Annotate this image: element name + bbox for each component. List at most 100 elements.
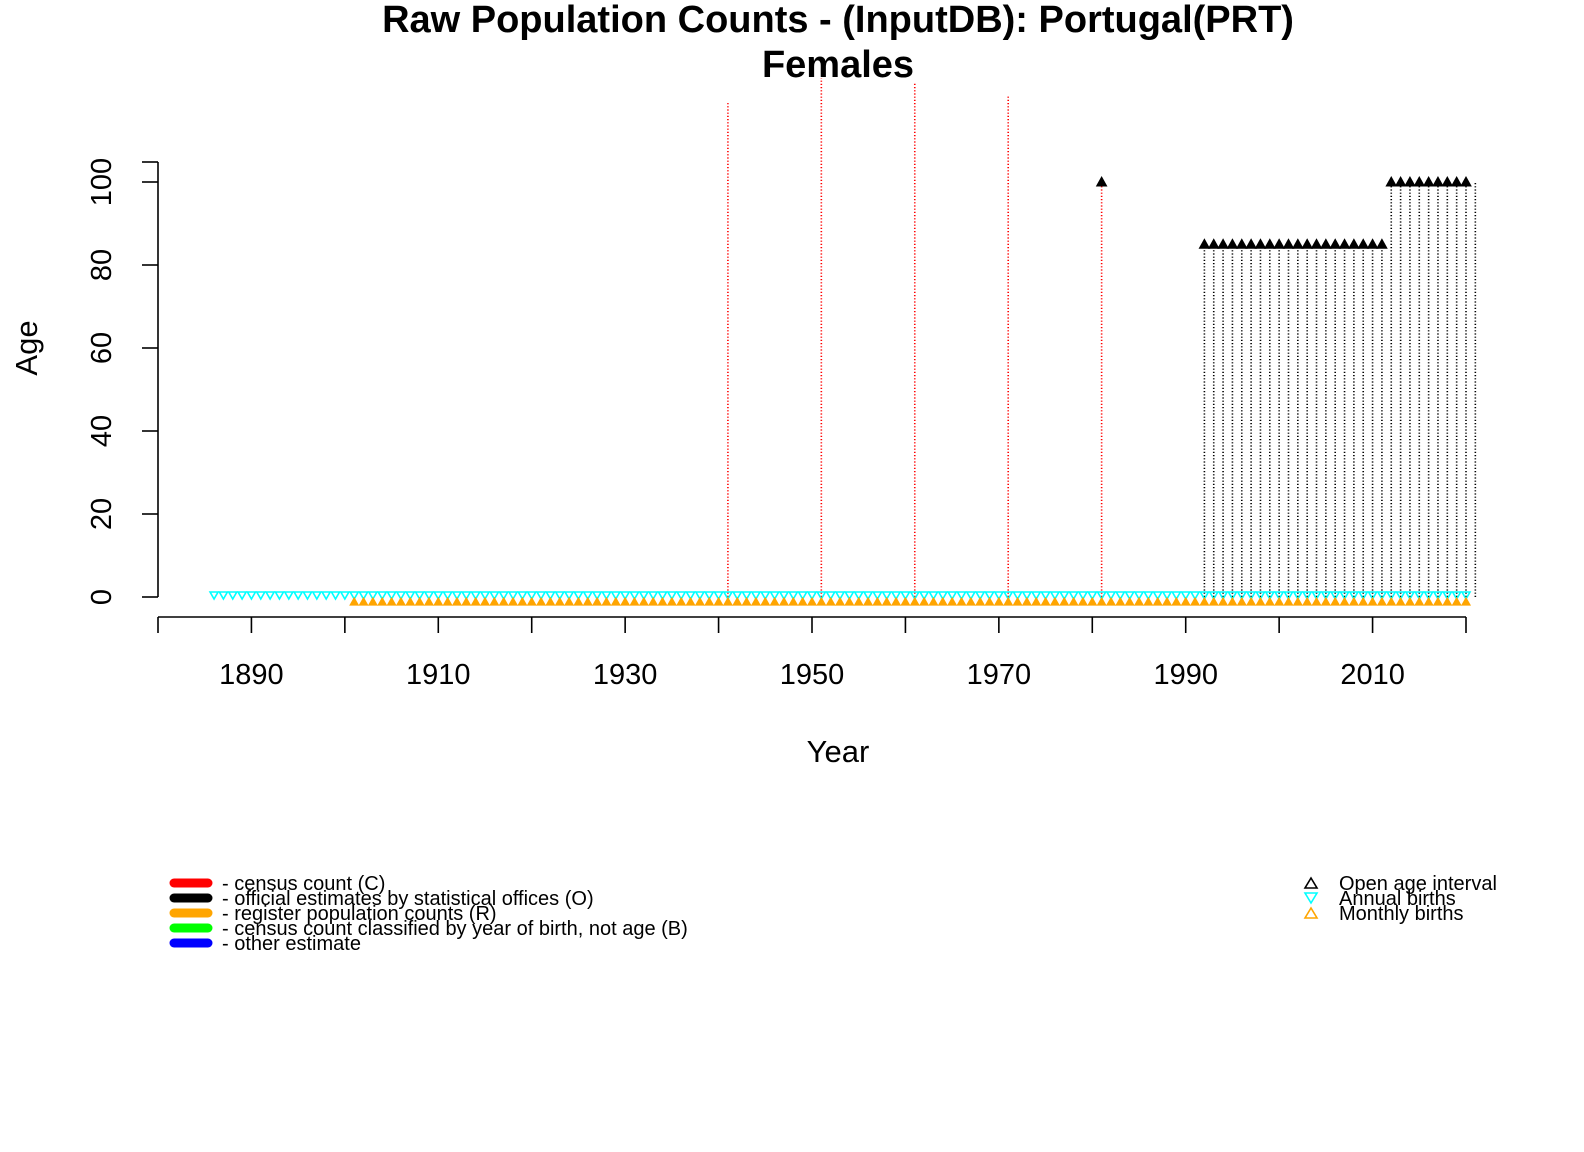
- annual-birth-point-1955: [853, 591, 865, 601]
- annual-birth-point-2010: [1367, 591, 1378, 601]
- monthly-birth-point-2017: [1432, 596, 1444, 606]
- annual-birth-point-1900: [339, 591, 351, 601]
- annual-birth-point-1960: [900, 591, 911, 601]
- annual-birth-point-1925: [573, 591, 584, 601]
- annual-birth-point-1897: [311, 591, 323, 601]
- annual-birth-point-1984: [1124, 591, 1136, 601]
- monthly-birth-point-1912: [451, 596, 463, 606]
- monthly-birth-point-2003: [1302, 596, 1313, 606]
- x-tick-label-1990: 1990: [1153, 659, 1218, 691]
- annual-birth-point-1985: [1133, 591, 1145, 601]
- monthly-birth-point-1989: [1171, 596, 1182, 606]
- monthly-birth-point-1942: [732, 596, 743, 606]
- monthly-birth-point-1970: [993, 596, 1004, 606]
- annual-birth-point-1934: [657, 591, 668, 601]
- monthly-birth-point-1944: [750, 596, 761, 606]
- open-age-point-1992: [1198, 238, 1211, 249]
- annual-birth-point-1983: [1114, 591, 1126, 601]
- legend-right-symbol-0: [1303, 876, 1319, 889]
- monthly-birth-point-1985: [1133, 596, 1145, 606]
- annual-birth-point-1956: [862, 591, 874, 601]
- open-age-point-1997: [1245, 238, 1257, 249]
- open-age-point-2015: [1413, 175, 1426, 187]
- open-age-point-2019: [1450, 175, 1463, 187]
- annual-birth-point-2001: [1283, 591, 1294, 601]
- monthly-birth-point-1946: [769, 596, 780, 606]
- monthly-birth-point-1927: [592, 596, 603, 606]
- monthly-birth-point-1957: [872, 596, 883, 606]
- open-age-point-2017: [1432, 175, 1444, 187]
- x-tick-label-1970: 1970: [967, 659, 1032, 691]
- annual-birth-point-2005: [1320, 591, 1332, 601]
- annual-birth-point-1952: [825, 591, 837, 601]
- annual-birth-point-1899: [330, 591, 341, 601]
- open-age-point-2020: [1460, 175, 1472, 187]
- annual-birth-point-1990: [1180, 591, 1192, 601]
- annual-birth-point-1891: [255, 591, 267, 601]
- monthly-birth-point-1907: [405, 596, 416, 606]
- annual-birth-point-1898: [320, 591, 332, 601]
- annual-birth-point-1913: [460, 591, 472, 601]
- annual-birth-point-1936: [675, 591, 687, 601]
- monthly-birth-point-1991: [1190, 596, 1201, 606]
- annual-birth-point-1948: [787, 591, 799, 601]
- monthly-birth-point-2018: [1442, 596, 1453, 606]
- y-tick-label-40: 40: [86, 415, 118, 447]
- legend-left-label-2: - register population counts (R): [222, 903, 497, 925]
- monthly-birth-point-1925: [573, 596, 584, 606]
- annual-birth-point-1958: [881, 591, 893, 601]
- plot-area: [208, 78, 1477, 606]
- y-tick-label-80: 80: [86, 249, 118, 281]
- monthly-birth-point-1940: [713, 596, 724, 606]
- monthly-birth-point-2011: [1376, 596, 1387, 606]
- monthly-birth-point-1992: [1199, 596, 1210, 606]
- x-axis-label: Year: [807, 734, 870, 769]
- monthly-birth-point-1931: [629, 596, 640, 606]
- annual-birth-point-2007: [1339, 591, 1350, 601]
- monthly-birth-point-1932: [638, 596, 649, 606]
- monthly-birth-point-2005: [1320, 596, 1331, 606]
- annual-birth-point-1922: [545, 591, 556, 601]
- monthly-birth-point-1902: [358, 596, 369, 606]
- monthly-birth-point-1922: [545, 596, 556, 606]
- monthly-birth-point-1978: [1068, 596, 1079, 606]
- annual-birth-point-1979: [1077, 591, 1089, 601]
- annual-birth-point-1918: [507, 591, 519, 601]
- monthly-birth-point-1951: [816, 596, 827, 606]
- annual-birth-point-2000: [1273, 591, 1285, 601]
- annual-birth-point-1930: [619, 591, 631, 601]
- annual-birth-point-1888: [227, 591, 239, 601]
- monthly-birth-point-1904: [377, 596, 388, 606]
- monthly-birth-point-1966: [956, 596, 967, 606]
- monthly-birth-point-1953: [834, 596, 846, 606]
- open-age-point-2003: [1301, 238, 1314, 249]
- monthly-birth-point-1984: [1124, 596, 1135, 606]
- chart-subtitle: Females: [762, 44, 914, 86]
- monthly-birth-point-2009: [1358, 596, 1369, 606]
- monthly-birth-point-1994: [1218, 596, 1229, 606]
- monthly-birth-point-1926: [582, 596, 593, 606]
- annual-birth-point-1910: [432, 591, 444, 601]
- annual-birth-point-1962: [918, 591, 930, 601]
- legend-left-label-4: - other estimate: [222, 933, 361, 955]
- open-age-point-1994: [1217, 238, 1229, 249]
- monthly-birth-point-2002: [1292, 596, 1303, 606]
- monthly-birth-point-1941: [722, 596, 733, 606]
- annual-birth-point-1995: [1227, 591, 1238, 601]
- monthly-birth-point-1923: [554, 596, 565, 606]
- monthly-birth-point-1916: [489, 596, 500, 606]
- monthly-birth-point-1911: [442, 596, 453, 606]
- x-tick-label-1930: 1930: [593, 659, 658, 691]
- annual-birth-point-1999: [1264, 591, 1276, 601]
- annual-birth-point-1890: [246, 591, 257, 601]
- annual-birth-point-1931: [629, 591, 640, 601]
- monthly-birth-point-1956: [863, 596, 874, 606]
- monthly-birth-point-1974: [1031, 596, 1042, 606]
- monthly-birth-point-1952: [825, 596, 836, 606]
- monthly-birth-point-1935: [666, 596, 677, 606]
- annual-birth-point-2020: [1460, 591, 1472, 601]
- monthly-birth-point-1903: [367, 596, 378, 606]
- annual-birth-point-2011: [1376, 591, 1388, 601]
- legend-left-label-3: - census count classified by year of bir…: [222, 918, 688, 940]
- monthly-birth-point-1905: [386, 596, 397, 606]
